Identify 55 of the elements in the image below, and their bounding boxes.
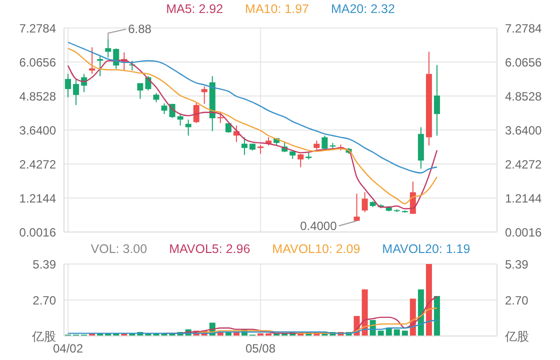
y-tick-label: 亿股 bbox=[31, 329, 56, 344]
bar bbox=[402, 330, 408, 336]
y-tick-label: 7.2784 bbox=[19, 21, 56, 36]
bar bbox=[418, 289, 424, 336]
y2-tick-label: 6.0656 bbox=[505, 55, 542, 70]
candlestick bbox=[193, 102, 200, 124]
y-tick-label: 4.8528 bbox=[19, 89, 56, 104]
y2-tick-label: 0.0016 bbox=[505, 225, 542, 240]
text: VOL: 3.00 bbox=[90, 242, 148, 256]
candlestick bbox=[241, 136, 248, 156]
y-tick-label: 1.2144 bbox=[19, 191, 56, 206]
bar bbox=[426, 264, 432, 336]
candlestick bbox=[65, 73, 71, 98]
y2-tick-label: 亿股 bbox=[504, 329, 529, 344]
annotation: 0.4000 bbox=[300, 218, 338, 233]
line-series bbox=[67, 320, 438, 334]
annotation: 6.88 bbox=[128, 22, 152, 36]
text: MAVOL20: 1.19 bbox=[382, 242, 470, 256]
candlestick bbox=[161, 102, 168, 115]
text: MA5: 2.92 bbox=[166, 2, 224, 16]
line-series bbox=[67, 42, 438, 174]
bar bbox=[362, 289, 368, 336]
candlestick bbox=[105, 38, 112, 58]
candlestick bbox=[201, 86, 208, 104]
candlestick bbox=[354, 193, 360, 222]
text: MA20: 2.32 bbox=[330, 2, 395, 16]
y-tick-label: 5.39 bbox=[32, 257, 56, 272]
text: MAVOL5: 2.96 bbox=[169, 242, 250, 256]
y2-tick-label: 2.4272 bbox=[505, 157, 542, 172]
x-tick-label: 04/02 bbox=[52, 342, 84, 356]
candlestick bbox=[153, 92, 160, 103]
y2-tick-label: 1.2144 bbox=[505, 191, 542, 206]
y2-tick-label: 3.6400 bbox=[505, 123, 542, 138]
y2-tick-label: 4.8528 bbox=[505, 89, 542, 104]
candlestick bbox=[322, 135, 328, 151]
bar bbox=[434, 296, 440, 336]
candlestick bbox=[298, 153, 304, 168]
y2-tick-label: 2.70 bbox=[505, 293, 529, 308]
candlestick bbox=[434, 64, 440, 136]
bar bbox=[378, 330, 384, 336]
y-tick-label: 2.70 bbox=[32, 293, 56, 308]
y-tick-label: 6.0656 bbox=[19, 55, 56, 70]
candlestick bbox=[73, 78, 80, 106]
bar bbox=[394, 329, 400, 336]
candlestick bbox=[97, 55, 104, 77]
y-tick-label: 3.6400 bbox=[19, 123, 56, 138]
candlestick bbox=[137, 82, 144, 100]
y2-tick-label: 5.39 bbox=[505, 257, 529, 272]
y-tick-label: 2.4272 bbox=[19, 157, 56, 172]
y-tick-label: 0.0016 bbox=[19, 225, 56, 240]
text: MA10: 1.97 bbox=[245, 2, 309, 16]
candlestick bbox=[362, 192, 368, 213]
y2-tick-label: 7.2784 bbox=[505, 21, 542, 36]
text: MAVOL10: 2.09 bbox=[272, 242, 360, 256]
x-tick-label: 05/08 bbox=[246, 342, 276, 356]
